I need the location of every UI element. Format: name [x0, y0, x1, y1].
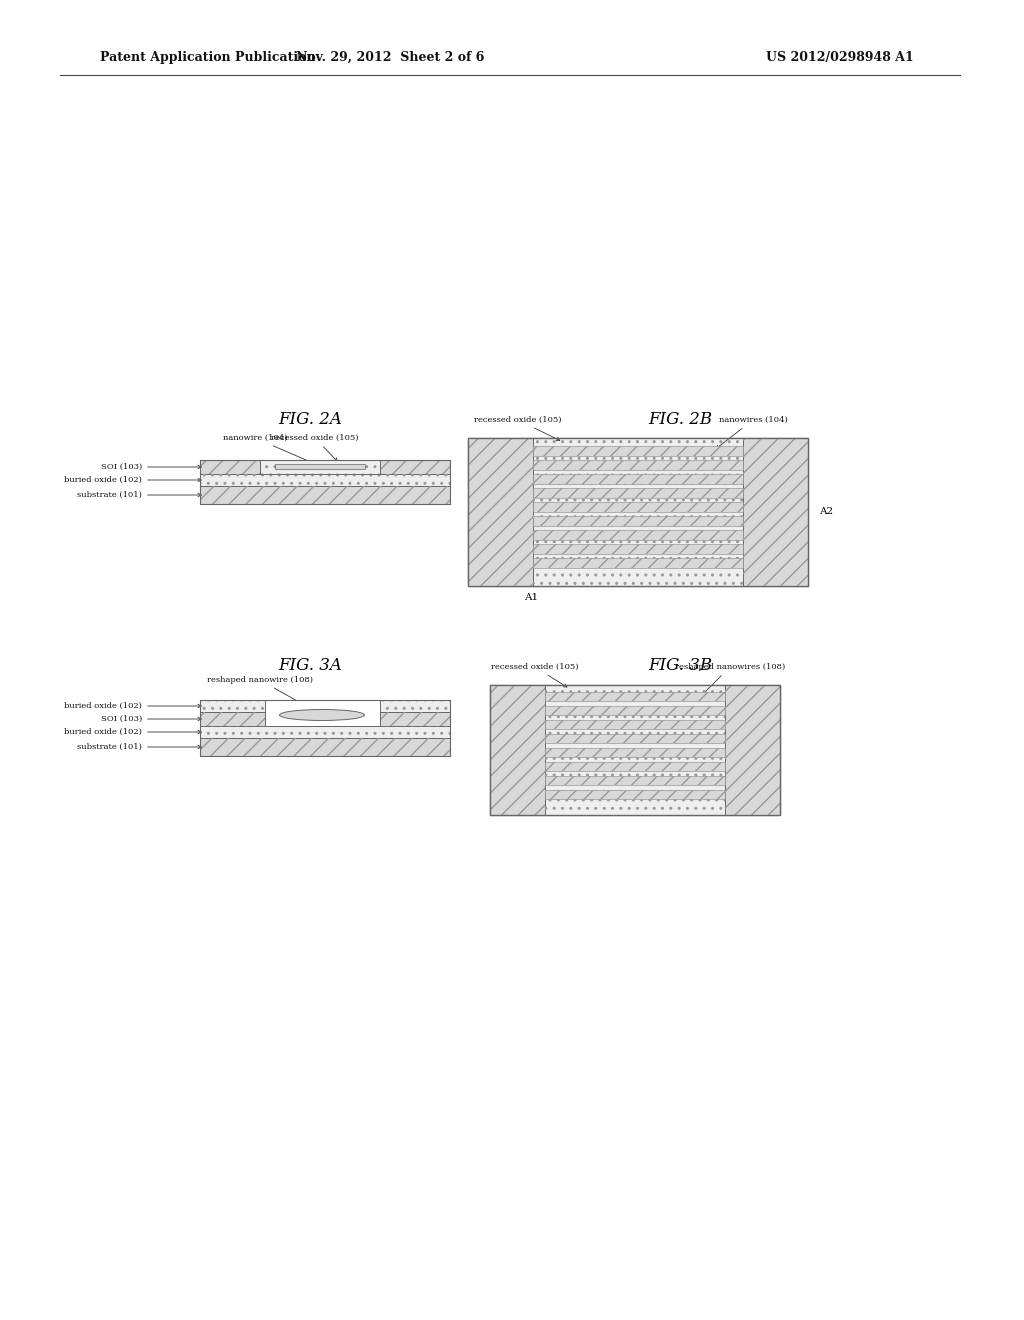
Text: recessed oxide (105): recessed oxide (105)	[474, 416, 562, 441]
Text: SOI pad
(103A): SOI pad (103A)	[495, 742, 529, 759]
Text: Patent Application Publication: Patent Application Publication	[100, 50, 315, 63]
Bar	[200, 474, 450, 486]
Bar	[545, 789, 725, 799]
Bar	[534, 438, 743, 586]
Bar	[200, 738, 450, 756]
Bar	[545, 776, 725, 785]
Text: reshaped nanowire (108): reshaped nanowire (108)	[207, 676, 318, 713]
Bar	[545, 762, 725, 771]
Text: reshaped nanowires (108): reshaped nanowires (108)	[675, 663, 785, 694]
Bar	[545, 685, 725, 814]
Text: buried oxide (102): buried oxide (102)	[65, 477, 202, 484]
Text: SOI (103): SOI (103)	[100, 715, 202, 723]
Bar	[490, 685, 780, 814]
Bar	[200, 486, 450, 504]
Bar	[545, 762, 725, 771]
Bar	[200, 711, 450, 726]
Text: substrate (101): substrate (101)	[77, 491, 202, 499]
Text: nanowire (104): nanowire (104)	[223, 434, 316, 465]
Text: US 2012/0298948 A1: US 2012/0298948 A1	[766, 50, 913, 63]
Bar	[545, 719, 725, 729]
Ellipse shape	[280, 710, 365, 721]
Bar	[725, 685, 780, 814]
Bar	[260, 459, 380, 474]
Bar	[534, 446, 743, 455]
Bar	[200, 474, 450, 486]
Bar	[200, 700, 450, 711]
Bar	[260, 459, 380, 474]
Bar	[545, 685, 725, 814]
Bar	[534, 488, 743, 498]
Bar	[534, 502, 743, 512]
Bar	[200, 486, 450, 504]
Text: buried oxide (102): buried oxide (102)	[65, 729, 202, 737]
Text: FIG. 2A: FIG. 2A	[279, 412, 342, 429]
Bar	[200, 726, 450, 738]
Text: recessed oxide (105): recessed oxide (105)	[271, 434, 358, 461]
Bar	[490, 685, 545, 814]
Bar	[545, 719, 725, 729]
Text: nanowires (104): nanowires (104)	[716, 416, 787, 449]
Bar	[534, 531, 743, 540]
Bar	[534, 558, 743, 568]
Text: FIG. 2B: FIG. 2B	[648, 412, 712, 429]
Bar	[534, 438, 743, 586]
Bar	[200, 459, 450, 504]
Bar	[265, 700, 380, 726]
Bar	[490, 685, 545, 814]
Bar	[468, 438, 534, 586]
Text: SOI pad
(103A): SOI pad (103A)	[482, 495, 517, 512]
Text: recessed oxide (105): recessed oxide (105)	[492, 663, 579, 686]
Bar	[534, 474, 743, 484]
Bar	[545, 706, 725, 715]
Bar	[534, 516, 743, 525]
Bar	[490, 685, 780, 814]
Bar	[545, 748, 725, 756]
Bar	[200, 738, 450, 756]
Text: FIG. 3B: FIG. 3B	[648, 656, 712, 673]
Text: SOI (103): SOI (103)	[100, 463, 202, 471]
Text: buried oxide (102): buried oxide (102)	[65, 702, 202, 710]
Bar	[275, 465, 365, 469]
Bar	[200, 459, 450, 474]
Bar	[534, 544, 743, 554]
Bar	[200, 726, 450, 738]
Text: Nov. 29, 2012  Sheet 2 of 6: Nov. 29, 2012 Sheet 2 of 6	[296, 50, 484, 63]
Bar	[534, 446, 743, 455]
Bar	[200, 700, 450, 711]
Bar	[545, 748, 725, 756]
Bar	[545, 734, 725, 743]
Bar	[545, 692, 725, 701]
Bar	[534, 531, 743, 540]
Bar	[545, 692, 725, 701]
Bar	[534, 488, 743, 498]
Bar	[545, 734, 725, 743]
Bar	[468, 438, 808, 586]
Bar	[468, 438, 534, 586]
Bar	[545, 789, 725, 799]
Bar	[200, 459, 450, 474]
Bar	[534, 544, 743, 554]
Bar	[725, 685, 780, 814]
Bar	[200, 711, 450, 726]
Bar	[545, 706, 725, 715]
Bar	[743, 438, 808, 586]
Text: FIG. 3A: FIG. 3A	[279, 656, 342, 673]
Bar	[534, 459, 743, 470]
Bar	[200, 700, 450, 756]
Text: A2: A2	[819, 507, 834, 516]
Bar	[534, 502, 743, 512]
Bar	[534, 516, 743, 525]
Bar	[743, 438, 808, 586]
Bar	[545, 776, 725, 785]
Text: A1: A1	[524, 594, 538, 602]
Bar	[534, 558, 743, 568]
Bar	[534, 474, 743, 484]
Text: substrate (101): substrate (101)	[77, 743, 202, 751]
Bar	[468, 438, 808, 586]
Bar	[534, 459, 743, 470]
